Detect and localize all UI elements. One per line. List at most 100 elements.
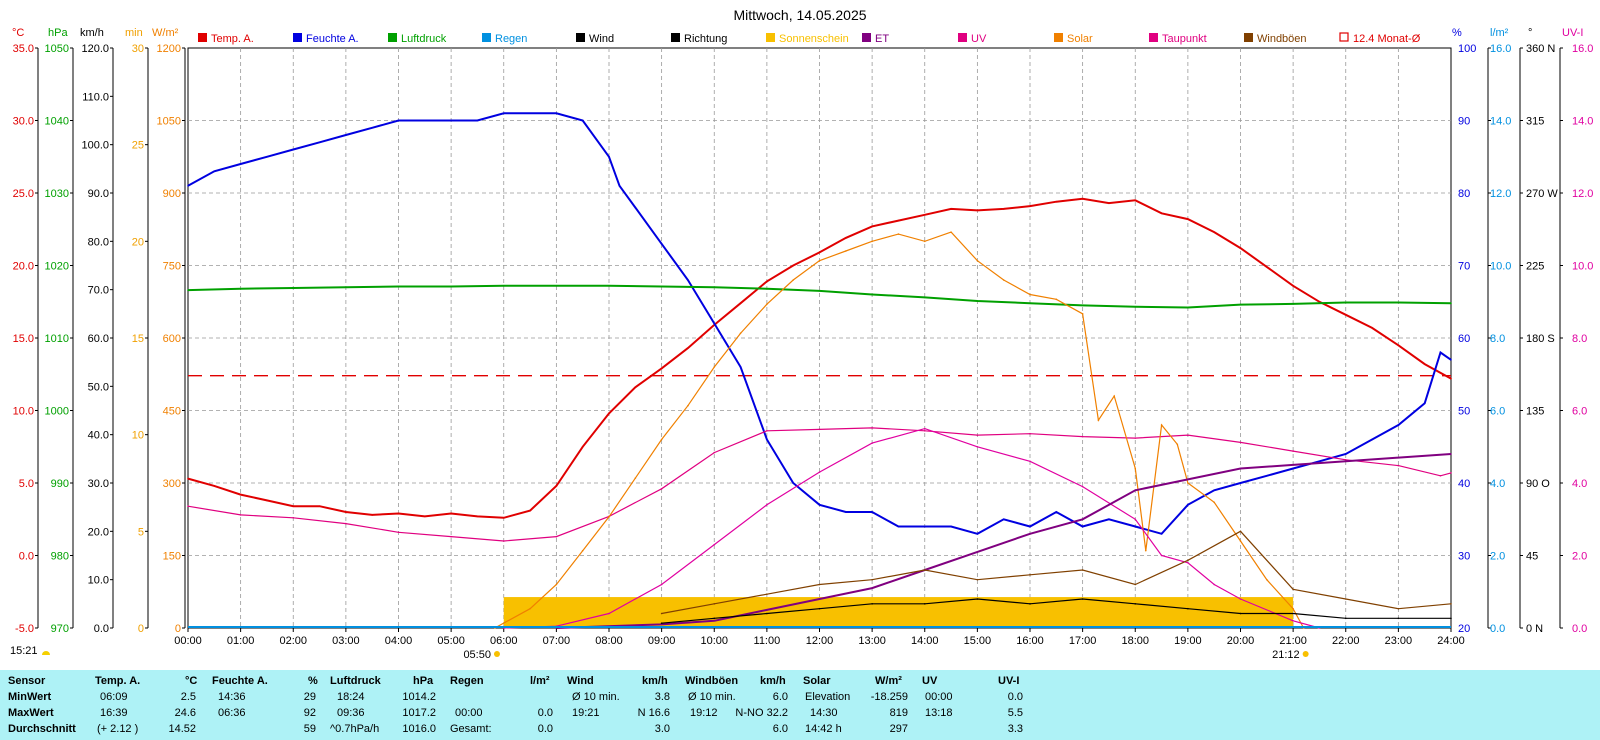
series-point-0 <box>1108 202 1110 204</box>
y-tick-label-temp: 30.0 <box>13 116 34 128</box>
avg-wind: 3.0 <box>654 723 670 735</box>
series-point-3 <box>713 451 716 454</box>
stats-row-max: MaxWert <box>8 707 54 719</box>
series-point-7 <box>660 623 663 626</box>
series-point-5 <box>1160 554 1163 557</box>
legend-swatch-5 <box>671 33 680 42</box>
series-point-0 <box>1187 218 1189 220</box>
max-press: 1017.2 <box>402 707 436 719</box>
series-point-0 <box>897 219 900 222</box>
y-tick-label-uv: 14.0 <box>1572 116 1593 128</box>
series-point-1 <box>976 532 979 535</box>
max-gust-time: 19:12 <box>690 707 718 719</box>
min-wind-label: Ø 10 min. <box>572 691 620 703</box>
y-tick-label-solar: 0 <box>175 623 181 635</box>
series-point-9 <box>1239 530 1242 533</box>
series-point-7 <box>871 587 873 589</box>
series-point-1 <box>713 322 716 325</box>
legend-label-0: Temp. A. <box>211 33 254 45</box>
stats-row-min: MinWert <box>8 691 52 703</box>
y-tick-label-sunshine: 30 <box>132 43 144 55</box>
series-point-1 <box>1213 489 1215 492</box>
series-point-0 <box>371 514 373 516</box>
series-point-5 <box>1187 561 1189 564</box>
y-tick-label-wind: 0.0 <box>94 623 109 635</box>
series-point-8 <box>713 617 716 620</box>
x-tick-label: 15:00 <box>964 635 992 647</box>
series-point-8 <box>923 603 926 605</box>
stats-header-temp: Temp. A. <box>95 675 141 687</box>
series-point-1 <box>1318 460 1321 463</box>
series-point-1 <box>1055 511 1058 513</box>
stats-header-solar-unit: W/m² <box>875 675 902 687</box>
series-point-2 <box>345 286 347 289</box>
max-wind: N 16.6 <box>637 707 670 719</box>
y-tick-label-wind: 100.0 <box>81 140 109 152</box>
min-solar: -18.259 <box>870 691 908 703</box>
series-point-1 <box>1371 438 1373 441</box>
series-point-7 <box>1239 467 1242 470</box>
series-point-4 <box>845 250 847 252</box>
y-tick-label-direction: 180 S <box>1526 333 1555 345</box>
series-point-5 <box>923 427 926 430</box>
series-point-9 <box>1029 574 1031 576</box>
max-hum-time: 06:36 <box>218 707 246 719</box>
series-point-8 <box>818 607 821 610</box>
sunset-label: 21:12 <box>1272 649 1300 661</box>
series-point-0 <box>739 302 742 305</box>
series-point-2 <box>1292 303 1294 305</box>
series-point-4 <box>1081 313 1084 315</box>
series-point-5 <box>660 583 663 586</box>
y-tick-label-humidity: 80 <box>1458 188 1470 200</box>
y-tick-label-wind: 70.0 <box>88 285 109 297</box>
series-point-9 <box>976 578 979 581</box>
y-axis-unit-sunshine: min <box>125 27 143 39</box>
series-point-7 <box>1292 464 1294 466</box>
series-point-7 <box>766 609 768 611</box>
max-uv-time: 13:18 <box>925 707 953 719</box>
y-tick-label-temp: 5.0 <box>19 478 34 490</box>
series-point-9 <box>818 583 821 586</box>
series-point-3 <box>1450 472 1452 474</box>
series-point-1 <box>266 155 268 158</box>
series-point-0 <box>529 509 531 512</box>
last-update-time: 15:21 <box>10 645 38 657</box>
series-point-5 <box>1213 583 1215 586</box>
y-tick-label-direction: 90 O <box>1526 478 1550 490</box>
series-point-8 <box>1292 612 1294 615</box>
series-point-2 <box>660 285 663 288</box>
series-point-0 <box>1344 314 1347 316</box>
series-point-1 <box>687 279 689 281</box>
y-tick-label-rain: 12.0 <box>1490 188 1511 200</box>
y-tick-label-solar: 900 <box>163 188 181 200</box>
avg-uv: 3.3 <box>1007 723 1023 735</box>
stats-header-uv: UV <box>922 675 938 687</box>
weather-chart: Mittwoch, 14.05.2025 Temp. A. Feuchte A. Lu… <box>12 7 1593 661</box>
y-tick-label-direction: 360 N <box>1526 43 1555 55</box>
series-point-4 <box>660 438 663 441</box>
y-tick-label-pressure: 990 <box>51 478 69 490</box>
series-point-1 <box>1423 402 1426 405</box>
y-tick-label-pressure: 1030 <box>45 188 69 200</box>
max-solar-time: 14:30 <box>810 707 838 719</box>
x-tick-label: 04:00 <box>385 635 413 647</box>
series-point-3 <box>1134 437 1137 439</box>
series-point-8 <box>1081 598 1084 600</box>
x-tick-label: 14:00 <box>911 635 939 647</box>
series-point-0 <box>239 493 242 496</box>
series-point-8 <box>976 598 979 600</box>
series-point-0 <box>950 208 952 210</box>
series-point-0 <box>976 209 979 212</box>
series-point-7 <box>818 598 821 600</box>
series-point-1 <box>871 511 873 513</box>
series-point-4 <box>1002 279 1005 281</box>
series-point-0 <box>792 264 794 267</box>
series-point-0 <box>450 512 452 515</box>
series-point-0 <box>818 251 821 254</box>
series-point-9 <box>1134 583 1137 586</box>
series-point-3 <box>1292 450 1294 452</box>
legend-label-10: Taupunkt <box>1162 33 1207 45</box>
series-point-0 <box>1081 198 1084 200</box>
series-point-4 <box>608 516 610 518</box>
series-point-0 <box>1318 300 1321 303</box>
